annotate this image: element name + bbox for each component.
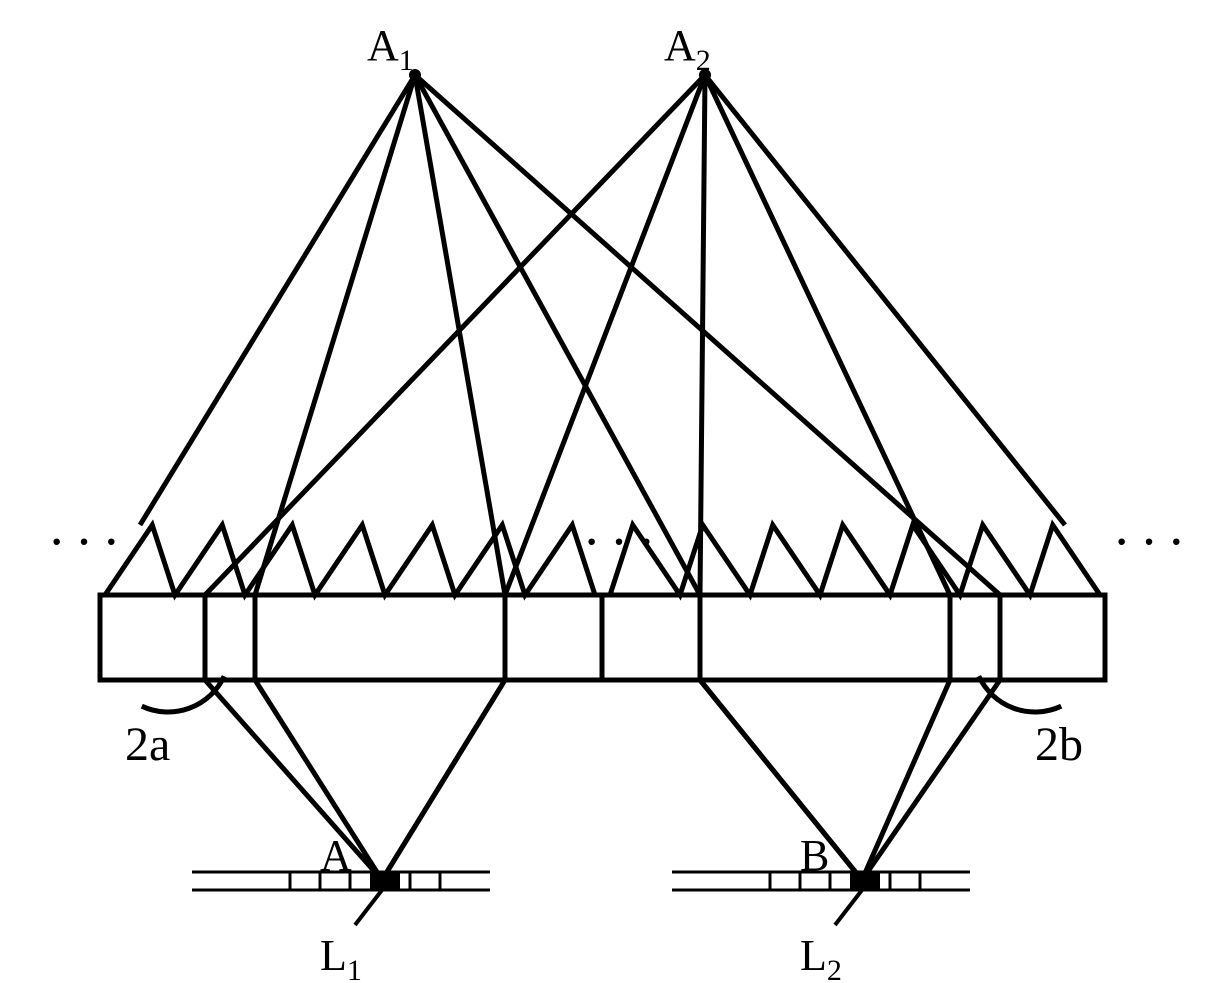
strip-left-black <box>370 872 400 890</box>
leader-l1 <box>355 890 382 925</box>
ray-lower <box>862 680 1000 880</box>
label-a2: A2 <box>664 21 711 77</box>
ray-lower <box>382 680 505 880</box>
ray-lower <box>255 680 382 880</box>
label-2a: 2a <box>125 718 170 771</box>
strip-right-black <box>850 872 880 890</box>
label-l2: L2 <box>800 931 842 983</box>
ray-lower <box>700 680 862 880</box>
ray-upper <box>700 75 705 595</box>
label-l1: L1 <box>320 931 362 983</box>
ray-to-peak <box>140 75 415 525</box>
label-b: B <box>800 831 829 880</box>
label-a1: A1 <box>367 21 414 77</box>
dots-left: · · · <box>50 519 120 564</box>
label-a: A <box>320 831 352 880</box>
dots-right: · · · <box>1115 519 1185 564</box>
leader-l2 <box>835 890 862 925</box>
ray-lower <box>205 680 382 880</box>
label-2b: 2b <box>1035 718 1083 771</box>
prism-row <box>105 525 595 595</box>
ray-upper <box>505 75 705 595</box>
dots-center: · · · <box>585 519 655 564</box>
ray-lower <box>862 680 950 880</box>
